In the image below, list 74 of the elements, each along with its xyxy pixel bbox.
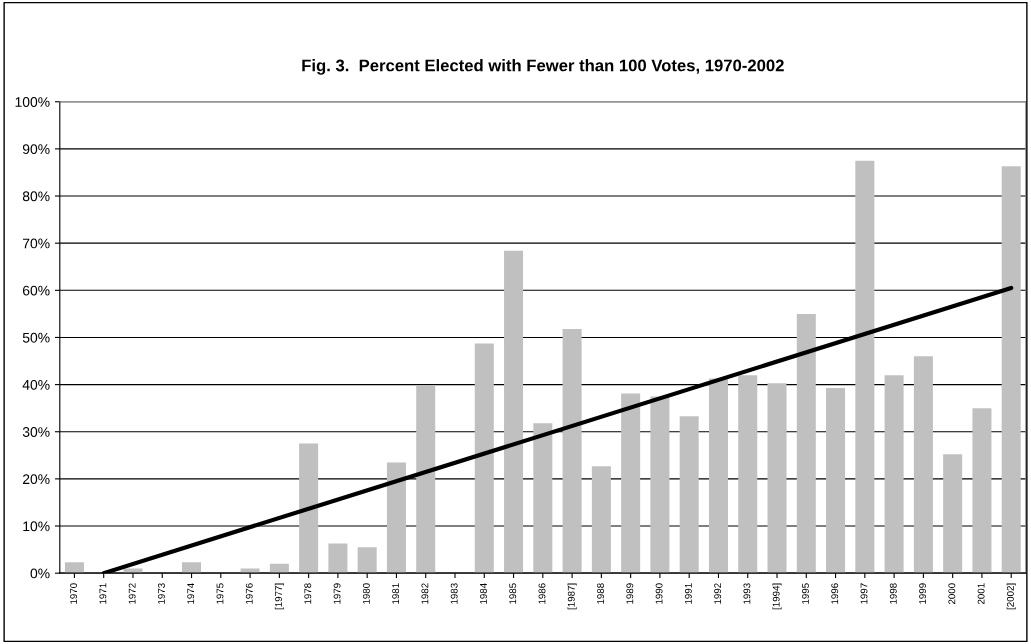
- bar: [533, 423, 553, 574]
- x-tick-label: 1982: [421, 583, 429, 604]
- x-tick-label: 1997: [860, 583, 868, 604]
- x-tick-label: 1990: [655, 583, 663, 604]
- bar: [943, 454, 963, 574]
- x-tick-label: 1978: [304, 583, 312, 604]
- bar: [796, 313, 816, 574]
- bar: [269, 563, 289, 574]
- x-tick-label: 1995: [802, 583, 809, 604]
- bar: [591, 466, 611, 574]
- x-tick-label: 1973: [157, 583, 165, 604]
- bar: [621, 393, 641, 574]
- bar: [474, 343, 494, 574]
- bar: [972, 408, 992, 574]
- bar: [240, 568, 260, 574]
- bar: [884, 375, 904, 574]
- bar: [357, 547, 377, 574]
- x-tick-label: 1972: [128, 583, 136, 604]
- x-tick-label: [2002]: [1006, 583, 1016, 610]
- x-tick-label: 1989: [626, 583, 634, 604]
- x-tick-label: 1971: [99, 583, 107, 604]
- x-tick-label: [1987]: [567, 583, 577, 610]
- x-tick-label: 1975: [216, 583, 224, 604]
- y-tick-label: 80%: [22, 191, 50, 202]
- bar: [1001, 166, 1021, 574]
- bar: [182, 562, 202, 574]
- x-tick-label: 1999: [919, 583, 926, 604]
- bar: [913, 356, 933, 574]
- bar: [64, 562, 84, 574]
- x-tick-label: 1992: [714, 583, 722, 604]
- x-tick-label: [1977]: [274, 583, 284, 610]
- bar: [416, 385, 436, 574]
- y-tick-label: 10%: [23, 521, 50, 532]
- x-tick-label: 1979: [333, 583, 341, 604]
- bar: [738, 375, 758, 574]
- bar: [386, 462, 406, 574]
- x-tick-label: 1984: [480, 583, 487, 604]
- x-tick-label: 1998: [889, 583, 897, 604]
- x-tick-label: 1970: [70, 583, 78, 604]
- chart-title: Fig. 3. Percent Elected with Fewer than 100 Votes, 1970-2002: [302, 59, 784, 75]
- y-tick-label: 20%: [22, 474, 50, 485]
- y-tick-label: 40%: [22, 379, 50, 390]
- bar: [855, 160, 875, 574]
- x-tick-label: 1985: [509, 583, 517, 604]
- y-tick-label: 100%: [15, 97, 50, 107]
- bar: [123, 568, 143, 574]
- bar: [708, 378, 728, 574]
- x-tick-label: 1983: [450, 583, 458, 604]
- y-tick-label: 60%: [22, 285, 50, 296]
- x-tick-label: 1974: [187, 583, 195, 604]
- y-tick-label: 70%: [22, 238, 50, 249]
- x-tick-label: 1988: [597, 583, 604, 604]
- x-tick-label: [1994]: [772, 583, 782, 610]
- bar: [650, 396, 670, 574]
- y-tick-label: 50%: [22, 332, 50, 343]
- y-tick-label: 90%: [22, 144, 50, 155]
- bar: [767, 383, 787, 574]
- bar: [328, 543, 348, 574]
- bar: [562, 328, 582, 574]
- x-tick-label: 1993: [743, 583, 751, 604]
- x-tick-label: 2000: [948, 583, 956, 605]
- bar: [679, 416, 699, 574]
- x-tick-label: 1981: [392, 583, 400, 604]
- x-tick-label: 2001: [977, 583, 985, 605]
- x-tick-label: 1991: [684, 583, 692, 604]
- x-tick-label: 1976: [245, 583, 253, 604]
- x-tick-label: 1980: [362, 583, 370, 604]
- bar: [299, 443, 319, 574]
- x-tick-label: 1996: [831, 583, 839, 604]
- x-tick-label: 1986: [538, 583, 546, 604]
- y-tick-label: 0%: [30, 568, 50, 579]
- y-tick-label: 30%: [22, 427, 50, 437]
- bar: [826, 387, 846, 574]
- bar: [504, 250, 524, 574]
